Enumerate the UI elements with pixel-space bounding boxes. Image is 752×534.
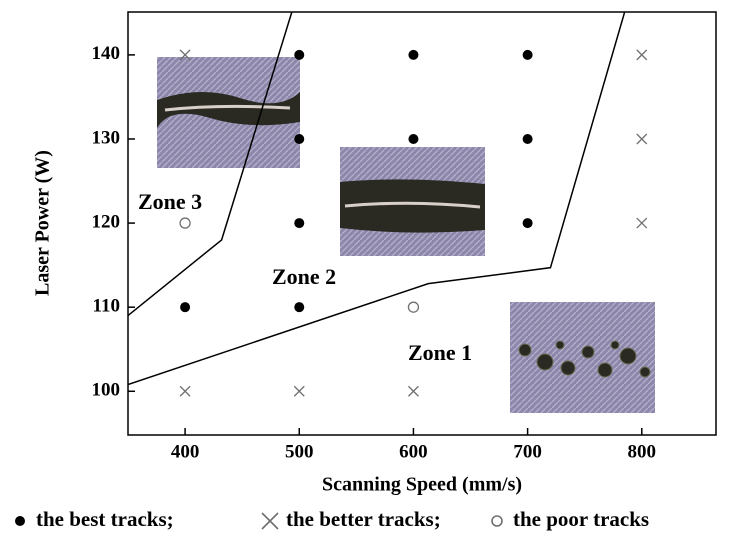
point xyxy=(294,218,305,229)
point xyxy=(179,217,191,229)
y-tick-label: 130 xyxy=(92,127,121,148)
point xyxy=(636,133,648,145)
micrograph xyxy=(510,302,655,413)
y-tick-label: 140 xyxy=(92,43,121,64)
point xyxy=(294,49,305,60)
zone-label: Zone 2 xyxy=(272,264,336,289)
y-tick-label: 100 xyxy=(92,380,121,401)
x-tick-label: 600 xyxy=(399,441,428,462)
point xyxy=(522,218,533,229)
x-axis-label: Scanning Speed (mm/s) xyxy=(322,474,522,496)
x-tick-label: 800 xyxy=(628,441,657,462)
point xyxy=(180,302,191,313)
point xyxy=(179,49,191,61)
legend-label: the better tracks; xyxy=(286,507,441,531)
point xyxy=(294,133,305,144)
legend-label: the best tracks; xyxy=(36,507,174,531)
zone-label: Zone 1 xyxy=(408,340,472,365)
point xyxy=(636,49,648,61)
point xyxy=(408,133,419,144)
point xyxy=(408,49,419,60)
micrograph xyxy=(340,147,485,256)
legend-marker xyxy=(15,516,25,526)
y-tick-label: 120 xyxy=(92,211,121,232)
legend-label: the poor tracks xyxy=(513,507,649,531)
y-tick-label: 110 xyxy=(93,296,120,317)
boundaries xyxy=(128,12,626,386)
x-tick-label: 500 xyxy=(285,441,314,462)
point xyxy=(636,217,648,229)
zone-label: Zone 3 xyxy=(138,189,202,214)
zone-boundary xyxy=(128,12,293,317)
point xyxy=(407,301,420,313)
y-axis-label: Laser Power (W) xyxy=(32,150,54,296)
legend-marker xyxy=(261,512,279,530)
x-tick-label: 400 xyxy=(171,441,200,462)
point xyxy=(522,49,533,60)
point xyxy=(407,385,419,397)
micrograph xyxy=(157,57,300,168)
point xyxy=(179,385,191,397)
point xyxy=(293,385,305,397)
legend-marker xyxy=(491,515,503,527)
point xyxy=(294,302,305,313)
point xyxy=(522,133,533,144)
zone-boundary xyxy=(128,12,626,386)
x-tick-label: 700 xyxy=(513,441,542,462)
